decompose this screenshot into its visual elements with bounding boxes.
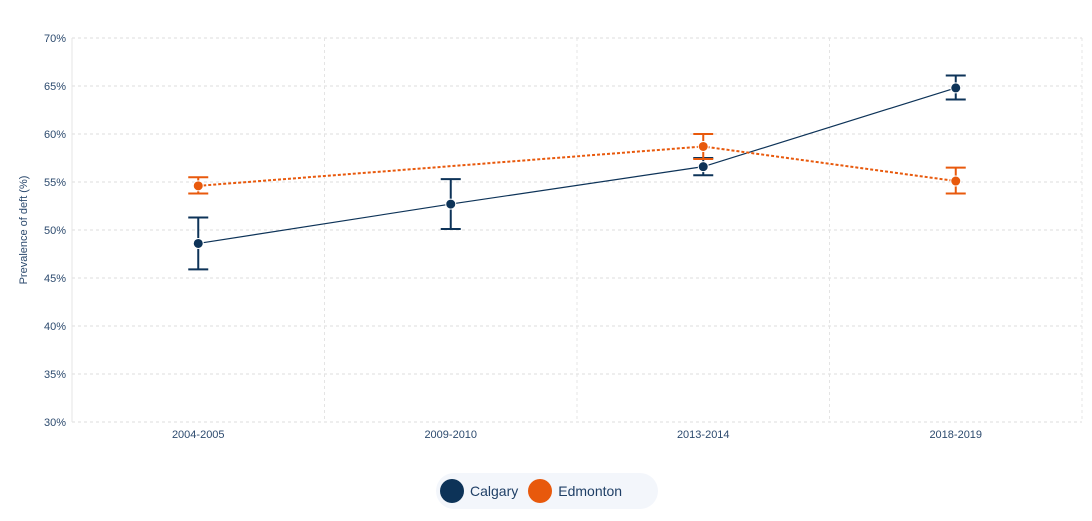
series-layer	[188, 74, 966, 271]
y-tick-label: 40%	[44, 321, 66, 333]
legend-label-calgary: Calgary	[470, 483, 519, 499]
legend-item-calgary[interactable]: Calgary	[440, 479, 518, 503]
legend-label-edmonton: Edmonton	[558, 483, 623, 499]
chart: 30%35%40%45%50%55%60%65%70% 2004-2005 200…	[18, 33, 1083, 441]
data-point-calgary[interactable]	[192, 237, 204, 249]
legend-item-edmonton[interactable]: Edmonton	[528, 479, 622, 503]
x-tick-label: 2013-2014	[677, 429, 730, 441]
series-calgary	[188, 74, 966, 271]
y-tick-label: 45%	[44, 273, 66, 285]
y-tick-label: 65%	[44, 81, 66, 93]
legend-swatch-calgary	[440, 479, 464, 503]
y-tick-label: 60%	[44, 129, 66, 141]
series-edmonton	[188, 133, 966, 195]
y-tick-label: 35%	[44, 369, 66, 381]
legend-swatch-edmonton	[528, 479, 553, 503]
data-point-edmonton[interactable]	[697, 140, 709, 152]
x-tick-label: 2018-2019	[929, 429, 982, 441]
y-tick-label: 70%	[44, 33, 66, 45]
series-line-calgary	[198, 87, 956, 245]
y-axis: 30% 35% 40% 45% 50% 55% 60% 65% 70%	[44, 33, 66, 429]
y-tick-label: 30%	[44, 417, 66, 429]
y-tick-label: 50%	[44, 225, 66, 237]
x-axis: 2004-2005 2009-2010 2013-2014 2018-2019	[172, 429, 982, 441]
data-point-edmonton[interactable]	[192, 180, 204, 192]
data-point-calgary[interactable]	[697, 161, 709, 173]
y-tick-label: 55%	[44, 177, 66, 189]
x-tick-label: 2004-2005	[172, 429, 225, 441]
x-tick-label: 2009-2010	[424, 429, 477, 441]
data-point-calgary[interactable]	[950, 82, 962, 94]
legend: Calgary Edmonton	[436, 473, 658, 509]
y-axis-title: Prevalence of deft (%)	[18, 176, 30, 285]
data-point-calgary[interactable]	[445, 198, 457, 210]
data-point-edmonton[interactable]	[950, 175, 962, 187]
